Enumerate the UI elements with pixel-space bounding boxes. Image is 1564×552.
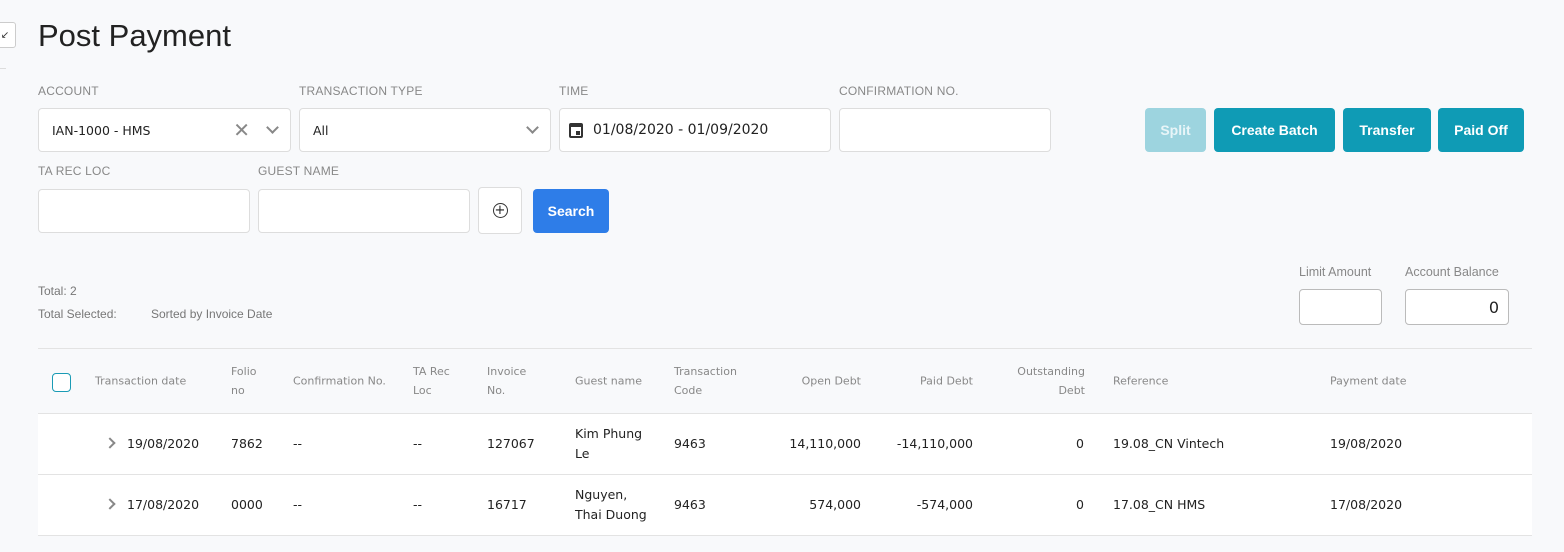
header-confirmation-no[interactable]: Confirmation No.	[293, 374, 386, 388]
cell-reference: 19.08_CN Vintech	[1113, 436, 1225, 451]
header-reference[interactable]: Reference	[1113, 374, 1169, 388]
cell-invoice-no: 127067	[487, 436, 535, 451]
header-transaction-code[interactable]: Transaction Code	[674, 365, 737, 397]
page-title: Post Payment	[38, 18, 231, 53]
table-header: Transaction date Folio no Confirmation N…	[38, 349, 1532, 414]
header-ta-rec-loc[interactable]: TA Rec Loc	[413, 365, 450, 397]
transfer-button[interactable]: Transfer	[1343, 108, 1431, 152]
header-payment-date[interactable]: Payment date	[1330, 374, 1407, 388]
chevron-down-icon	[266, 121, 279, 134]
cell-open-debt: 574,000	[809, 497, 861, 512]
clear-icon[interactable]: ✕	[233, 118, 250, 142]
time-label: TIME	[559, 84, 589, 98]
cell-transaction-date: 17/08/2020	[127, 497, 200, 512]
collapse-arrow-icon: ↙	[0, 29, 10, 41]
cell-paid-debt: -574,000	[916, 497, 973, 512]
guest-name-label: GUEST NAME	[258, 164, 340, 178]
cell-outstanding-debt: 0	[1076, 497, 1084, 512]
cell-ta-rec-loc: --	[413, 436, 423, 451]
cell-transaction-code: 9463	[674, 497, 706, 512]
account-balance-label: Account Balance	[1405, 265, 1499, 279]
header-paid-debt[interactable]: Paid Debt	[920, 374, 973, 388]
paid-off-button[interactable]: Paid Off	[1438, 108, 1524, 152]
confirmation-label: CONFIRMATION NO.	[839, 84, 959, 98]
chevron-down-icon	[526, 121, 539, 134]
cell-ta-rec-loc: --	[413, 497, 423, 512]
cell-payment-date: 19/08/2020	[1330, 436, 1403, 451]
account-balance-value: 0	[1488, 297, 1499, 317]
table-row[interactable]: 17/08/2020 0000 -- -- 16717 Nguyen, Thai Duon…	[38, 475, 1532, 536]
time-range-input[interactable]: 01/08/2020 - 01/09/2020	[559, 108, 831, 152]
cell-open-debt: 14,110,000	[789, 436, 861, 451]
cell-transaction-code: 9463	[674, 436, 706, 451]
cell-outstanding-debt: 0	[1076, 436, 1084, 451]
cell-guest-name: Nguyen, Thai Duong	[575, 487, 647, 522]
time-range-value: 01/08/2020 - 01/09/2020	[593, 122, 769, 138]
create-batch-button[interactable]: Create Batch	[1214, 108, 1335, 152]
cell-invoice-no: 16717	[487, 497, 527, 512]
cell-folio-no: 7862	[231, 436, 263, 451]
cell-folio-no: 0000	[231, 497, 263, 512]
confirmation-input[interactable]	[839, 108, 1051, 152]
divider	[0, 68, 6, 69]
cell-payment-date: 17/08/2020	[1330, 497, 1403, 512]
cell-paid-debt: -14,110,000	[896, 436, 973, 451]
ta-rec-loc-label: TA REC LOC	[38, 164, 111, 178]
plus-circle-icon: +	[492, 203, 508, 218]
transactions-table: Transaction date Folio no Confirmation N…	[38, 348, 1532, 536]
limit-amount-label: Limit Amount	[1299, 265, 1372, 279]
cell-guest-name: Kim Phung Le	[575, 426, 643, 461]
add-filter-button[interactable]: +	[478, 187, 522, 234]
calendar-icon	[569, 122, 583, 138]
header-transaction-date[interactable]: Transaction date	[95, 374, 187, 388]
account-value: IAN-1000 - HMS	[52, 122, 151, 138]
cell-transaction-date: 19/08/2020	[127, 436, 200, 451]
ta-rec-loc-input[interactable]	[38, 189, 250, 233]
transaction-type-value: All	[313, 122, 329, 138]
guest-name-input[interactable]	[258, 189, 470, 233]
header-invoice-no[interactable]: Invoice No.	[487, 365, 527, 397]
account-select[interactable]: IAN-1000 - HMS ✕	[38, 108, 291, 152]
header-outstanding-debt[interactable]: Outstanding Debt	[1017, 365, 1085, 397]
cell-confirmation-no: --	[293, 436, 303, 451]
cell-reference: 17.08_CN HMS	[1113, 497, 1206, 512]
header-guest-name[interactable]: Guest name	[575, 374, 642, 388]
expand-chevron-icon[interactable]	[104, 437, 116, 449]
expand-chevron-icon[interactable]	[104, 498, 116, 510]
transaction-type-label: TRANSACTION TYPE	[299, 84, 423, 98]
header-open-debt[interactable]: Open Debt	[801, 374, 861, 388]
limit-amount-input[interactable]	[1299, 289, 1382, 325]
header-folio-no[interactable]: Folio no	[231, 365, 257, 397]
search-button[interactable]: Search	[533, 189, 609, 233]
split-button[interactable]: Split	[1145, 108, 1206, 152]
sort-indicator: Sorted by Invoice Date	[151, 307, 273, 321]
table-row[interactable]: 19/08/2020 7862 -- -- 127067 Kim Phung Le 9463…	[38, 414, 1532, 475]
select-all-checkbox[interactable]	[52, 373, 71, 392]
account-label: ACCOUNT	[38, 84, 99, 98]
cell-confirmation-no: --	[293, 497, 303, 512]
total-selected: Total Selected:	[38, 307, 117, 321]
collapse-sidebar-button[interactable]: ↙	[0, 22, 16, 48]
account-balance-input[interactable]: 0	[1405, 289, 1509, 325]
transaction-type-select[interactable]: All	[299, 108, 551, 152]
total-count: Total: 2	[38, 284, 77, 298]
